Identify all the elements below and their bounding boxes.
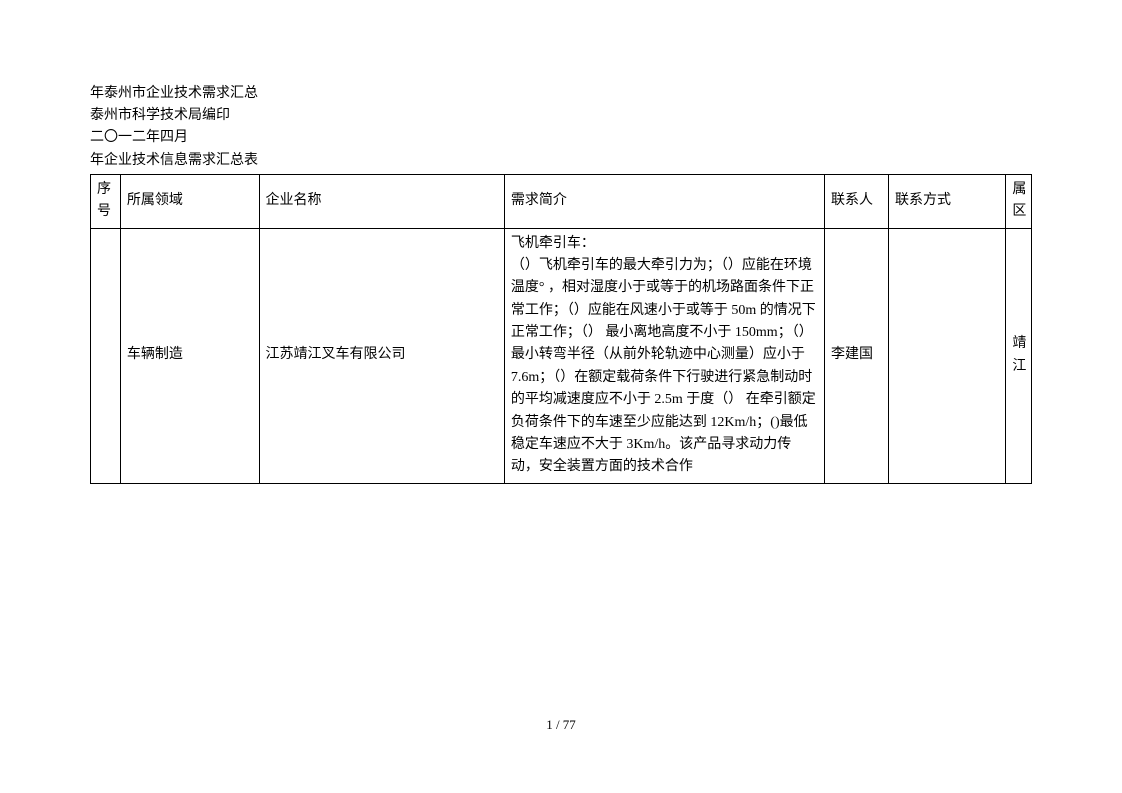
- table-header-row: 序号 所属领域 企业名称 需求简介 联系人 联系方式 属区: [91, 174, 1032, 228]
- header-line-3: 二〇一二年四月: [90, 129, 1032, 147]
- document-page: 年泰州市企业技术需求汇总 泰州市科学技术局编印 二〇一二年四月 年企业技术信息需…: [0, 0, 1122, 484]
- page-number: 1 / 77: [546, 717, 576, 732]
- header-line-2: 泰州市科学技术局编印: [90, 107, 1032, 125]
- page-footer: 1 / 77: [0, 717, 1122, 733]
- col-header-company: 企业名称: [259, 174, 504, 228]
- cell-contact: 李建国: [824, 228, 888, 483]
- col-header-contact: 联系人: [824, 174, 888, 228]
- col-header-seq: 序号: [91, 174, 121, 228]
- header-line-4: 年企业技术信息需求汇总表: [90, 152, 1032, 170]
- col-header-desc: 需求简介: [504, 174, 824, 228]
- col-header-field: 所属领域: [120, 174, 259, 228]
- requirements-table: 序号 所属领域 企业名称 需求简介 联系人 联系方式 属区 车辆制造 江苏靖江叉…: [90, 174, 1032, 484]
- cell-phone: [888, 228, 1005, 483]
- cell-desc: 飞机牵引车：（）飞机牵引车的最大牵引力为；（）应能在环境温度° ，相对湿度小于或…: [504, 228, 824, 483]
- cell-field: 车辆制造: [120, 228, 259, 483]
- col-header-area: 属区: [1006, 174, 1032, 228]
- cell-seq: [91, 228, 121, 483]
- col-header-phone: 联系方式: [888, 174, 1005, 228]
- table-row: 车辆制造 江苏靖江叉车有限公司 飞机牵引车：（）飞机牵引车的最大牵引力为；（）应…: [91, 228, 1032, 483]
- cell-area: 靖江: [1006, 228, 1032, 483]
- header-line-1: 年泰州市企业技术需求汇总: [90, 85, 1032, 103]
- cell-company: 江苏靖江叉车有限公司: [259, 228, 504, 483]
- header-block: 年泰州市企业技术需求汇总 泰州市科学技术局编印 二〇一二年四月 年企业技术信息需…: [90, 85, 1032, 170]
